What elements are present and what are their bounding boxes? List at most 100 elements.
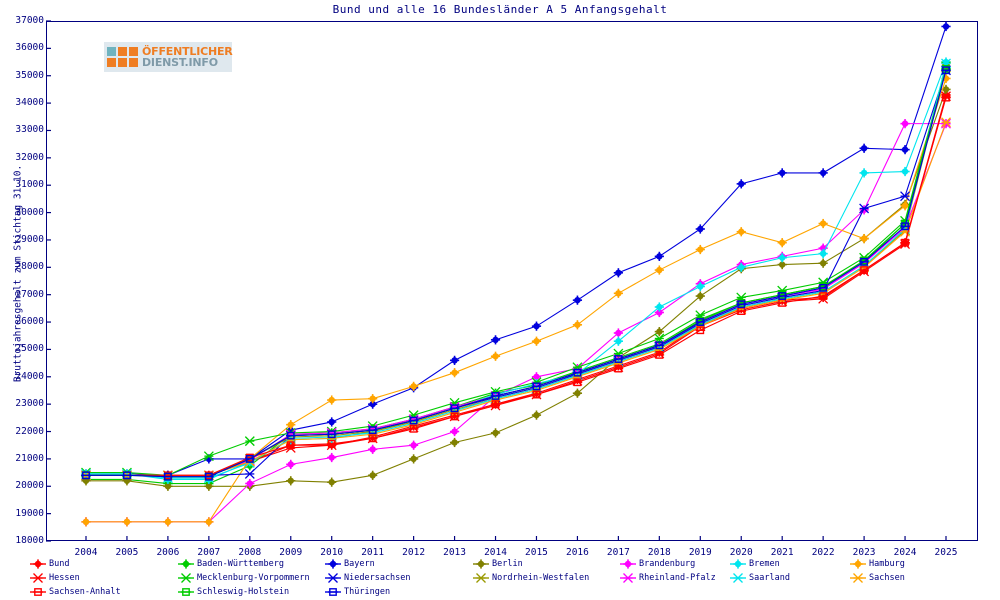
legend-item-hessen[interactable]: Hessen bbox=[30, 571, 80, 584]
data-point-marker-x bbox=[33, 572, 43, 583]
logo-text: ÖFFENTLICHER DIENST.INFO bbox=[142, 46, 233, 68]
legend-label: Baden-Württemberg bbox=[197, 558, 284, 569]
x-tick-label: 2023 bbox=[852, 547, 876, 558]
legend-item-berlin[interactable]: Berlin bbox=[473, 557, 523, 570]
x-tick-label: 2008 bbox=[238, 547, 262, 558]
y-tick-label: 24000 bbox=[15, 370, 44, 382]
y-tick-label: 21000 bbox=[15, 452, 44, 464]
legend-marker-icon bbox=[325, 558, 341, 569]
y-tick-label: 22000 bbox=[15, 425, 44, 437]
legend-item-th-ringen[interactable]: Thüringen bbox=[325, 585, 390, 598]
data-point-marker-square bbox=[181, 587, 191, 596]
x-tick-label: 2005 bbox=[115, 547, 139, 558]
plot-area: ÖFFENTLICHER DIENST.INFO bbox=[46, 21, 978, 541]
legend-marker-icon bbox=[850, 558, 866, 569]
y-tick-label: 30000 bbox=[15, 206, 44, 218]
x-tick-label: 2019 bbox=[688, 547, 712, 558]
legend-item-hamburg[interactable]: Hamburg bbox=[850, 557, 905, 570]
legend-item-mecklenburg-vorpommern[interactable]: Mecklenburg-Vorpommern bbox=[178, 571, 310, 584]
legend-row: Bund Baden-Württemberg Bayern Berlin Branden… bbox=[30, 557, 990, 570]
y-tick-label: 33000 bbox=[15, 124, 44, 136]
x-tick-label: 2015 bbox=[525, 547, 548, 558]
data-point-marker-x bbox=[733, 572, 743, 583]
legend-marker-icon bbox=[730, 572, 746, 583]
y-tick-label: 31000 bbox=[15, 179, 44, 191]
y-tick-label: 18000 bbox=[15, 535, 44, 546]
legend-item-sachsen-anhalt[interactable]: Sachsen-Anhalt bbox=[30, 585, 121, 598]
legend-marker-icon bbox=[620, 572, 636, 583]
data-point-marker-star bbox=[733, 558, 743, 569]
x-tick-label: 2011 bbox=[361, 547, 385, 558]
page-title: Bund und alle 16 Bundesländer A 5 Anfang… bbox=[332, 3, 668, 16]
legend-label: Niedersachsen bbox=[344, 572, 411, 583]
data-point-marker-star bbox=[181, 558, 191, 569]
data-point-marker-x bbox=[623, 572, 633, 583]
legend-item-niedersachsen[interactable]: Niedersachsen bbox=[325, 571, 411, 584]
legend-label: Hamburg bbox=[869, 558, 905, 569]
x-tick-label: 2012 bbox=[402, 547, 426, 558]
legend-marker-icon bbox=[325, 587, 341, 596]
legend-label: Hessen bbox=[49, 572, 80, 583]
data-point-marker-star bbox=[623, 558, 633, 569]
data-point-marker-x bbox=[181, 572, 191, 583]
y-tick-label: 34000 bbox=[15, 97, 44, 109]
data-point-marker-star bbox=[476, 558, 486, 569]
legend-marker-icon bbox=[178, 558, 194, 569]
legend-item-schleswig-holstein[interactable]: Schleswig-Holstein bbox=[178, 585, 289, 598]
data-point-marker-star bbox=[328, 558, 338, 569]
x-tick-label: 2013 bbox=[443, 547, 466, 558]
legend-label: Bremen bbox=[749, 558, 780, 569]
x-tick-label: 2024 bbox=[893, 547, 917, 558]
legend-item-bremen[interactable]: Bremen bbox=[730, 557, 780, 570]
x-tick-label: 2006 bbox=[156, 547, 180, 558]
data-point-marker-x bbox=[476, 572, 486, 583]
legend-marker-icon bbox=[178, 572, 194, 583]
legend-item-saarland[interactable]: Saarland bbox=[730, 571, 790, 584]
x-tick-label: 2021 bbox=[770, 547, 794, 558]
data-point-marker-star bbox=[33, 558, 43, 569]
legend-item-nordrhein-westfalen[interactable]: Nordrhein-Westfalen bbox=[473, 571, 589, 584]
data-point-marker-x bbox=[853, 572, 863, 583]
x-tick-label: 2010 bbox=[320, 547, 344, 558]
legend-marker-icon bbox=[473, 558, 489, 569]
legend-item-brandenburg[interactable]: Brandenburg bbox=[620, 557, 695, 570]
legend-item-rheinland-pfalz[interactable]: Rheinland-Pfalz bbox=[620, 571, 716, 584]
y-tick-label: 28000 bbox=[15, 261, 44, 273]
x-tick-label: 2014 bbox=[484, 547, 507, 558]
legend-item-baden-w-rttemberg[interactable]: Baden-Württemberg bbox=[178, 557, 284, 570]
legend-label: Bund bbox=[49, 558, 70, 569]
legend-marker-icon bbox=[473, 572, 489, 583]
y-tick-label: 37000 bbox=[15, 15, 44, 26]
y-tick-label: 20000 bbox=[15, 480, 44, 492]
logo-squares-icon bbox=[107, 47, 138, 67]
data-point-marker-square bbox=[328, 587, 338, 596]
x-tick-label: 2025 bbox=[934, 547, 958, 558]
legend-item-sachsen[interactable]: Sachsen bbox=[850, 571, 905, 584]
y-tick-label: 25000 bbox=[15, 343, 44, 355]
y-tick-label: 29000 bbox=[15, 233, 44, 245]
logo-line-2: DIENST.INFO bbox=[142, 56, 218, 69]
legend-row: Sachsen-Anhalt Schleswig-Holstein Thüringe… bbox=[30, 585, 990, 598]
site-logo: ÖFFENTLICHER DIENST.INFO bbox=[104, 42, 233, 72]
legend-marker-icon bbox=[178, 587, 194, 596]
x-tick-label: 2022 bbox=[811, 547, 835, 558]
chart-legend: Bund Baden-Württemberg Bayern Berlin Branden… bbox=[30, 557, 990, 599]
x-tick-label: 2016 bbox=[565, 547, 589, 558]
legend-marker-icon bbox=[30, 558, 46, 569]
x-tick-label: 2017 bbox=[606, 547, 630, 558]
legend-marker-icon bbox=[325, 572, 341, 583]
legend-item-bund[interactable]: Bund bbox=[30, 557, 69, 570]
x-tick-label: 2018 bbox=[647, 547, 671, 558]
x-tick-label: 2007 bbox=[197, 547, 221, 558]
legend-label: Brandenburg bbox=[639, 558, 696, 569]
legend-label: Mecklenburg-Vorpommern bbox=[197, 572, 310, 583]
legend-marker-icon bbox=[30, 572, 46, 583]
legend-label: Saarland bbox=[749, 572, 790, 583]
x-tick-label: 2004 bbox=[74, 547, 98, 558]
legend-label: Berlin bbox=[492, 558, 523, 569]
legend-item-bayern[interactable]: Bayern bbox=[325, 557, 375, 570]
y-tick-label: 36000 bbox=[15, 42, 44, 54]
legend-marker-icon bbox=[730, 558, 746, 569]
data-point-marker-star bbox=[853, 558, 863, 569]
